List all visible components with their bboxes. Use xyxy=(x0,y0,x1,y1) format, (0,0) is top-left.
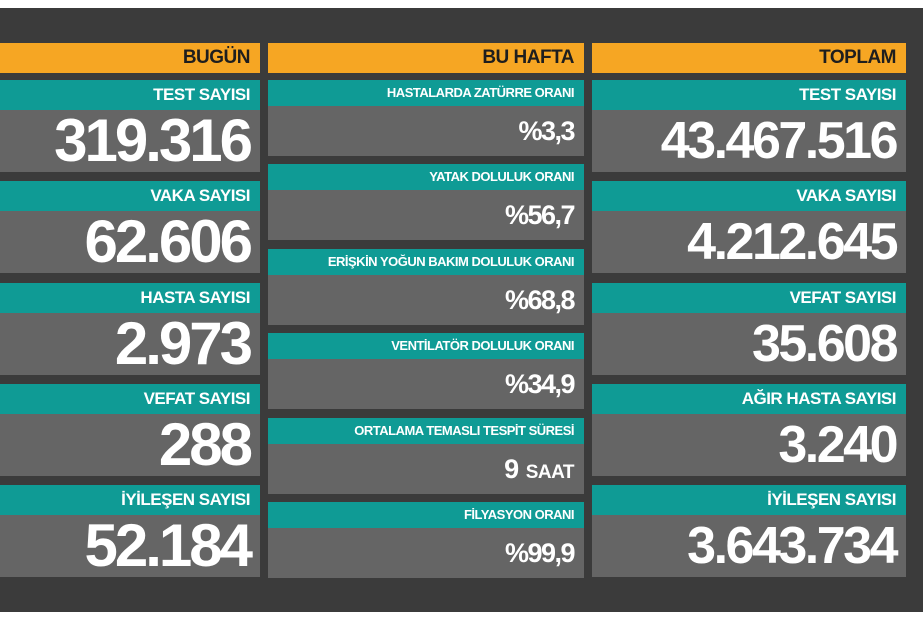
stat-number: 4.212.645 xyxy=(687,213,898,272)
dashboard: BUGÜN TEST SAYISI 319.316 VAKA SAYISI 62.606… xyxy=(0,8,923,612)
stat-label: FİLYASYON ORANI xyxy=(268,502,584,528)
stat-value: 319.316 xyxy=(0,110,260,172)
stat-label: VENTİLATÖR DOLULUK ORANI xyxy=(268,333,584,360)
stat-label: İYİLEŞEN SAYISI xyxy=(592,485,906,516)
stat-label: VAKA SAYISI xyxy=(592,181,906,212)
stat-value: 35.608 xyxy=(592,312,906,375)
stat-value: 62.606 xyxy=(0,208,260,276)
stat-value: 2.973 xyxy=(0,309,260,377)
stat-number: 9 xyxy=(504,453,519,484)
stat-label: TEST SAYISI xyxy=(592,80,906,110)
stat-label: ORTALAMA TEMASLI TESPİT SÜRESİ xyxy=(268,417,584,444)
stat-value: 52.184 xyxy=(0,512,260,580)
stat-label: ERİŞKİN YOĞUN BAKIM DOLULUK ORANI xyxy=(268,248,584,275)
stat-value: 9 SAAT xyxy=(268,443,584,494)
column-header: BU HAFTA xyxy=(268,43,584,73)
stat-value: %99,9 xyxy=(268,528,584,578)
stat-label: YATAK DOLULUK ORANI xyxy=(268,164,584,191)
stat-number: 3.643.734 xyxy=(687,517,898,576)
stat-label: TEST SAYISI xyxy=(0,80,260,110)
stat-value: %3,3 xyxy=(268,106,584,156)
stat-value: %68,8 xyxy=(268,274,584,325)
stat-number: 3.240 xyxy=(778,415,898,474)
stat-value: 4.212.645 xyxy=(592,211,906,274)
stat-number: %56,7 xyxy=(504,200,576,231)
stat-number: 62.606 xyxy=(84,208,253,276)
stat-label: VAKA SAYISI xyxy=(0,181,260,212)
stat-number: %68,8 xyxy=(504,284,576,315)
stat-number: 43.467.516 xyxy=(660,112,899,170)
stat-value: 288 xyxy=(0,410,260,478)
stat-number: 288 xyxy=(158,410,253,478)
stat-number: 35.608 xyxy=(751,314,899,373)
stat-number: 2.973 xyxy=(114,309,253,377)
stat-number: 52.184 xyxy=(84,512,253,580)
stat-label: HASTALARDA ZATÜRRE ORANI xyxy=(268,80,584,106)
stat-number: %34,9 xyxy=(504,369,576,400)
stat-label: VEFAT SAYISI xyxy=(0,383,260,414)
column-header: BUGÜN xyxy=(0,43,260,73)
stat-label: VEFAT SAYISI xyxy=(592,282,906,313)
stat-number: %3,3 xyxy=(518,116,575,146)
stat-value: %34,9 xyxy=(268,359,584,410)
stat-value: %56,7 xyxy=(268,190,584,241)
stat-unit: SAAT xyxy=(525,461,575,483)
stat-label: İYİLEŞEN SAYISI xyxy=(0,485,260,516)
stat-value: 43.467.516 xyxy=(592,110,906,172)
stat-number: 319.316 xyxy=(54,107,253,174)
stat-number: %99,9 xyxy=(504,538,576,568)
column-header: TOPLAM xyxy=(592,43,906,73)
stat-value: 3.643.734 xyxy=(592,515,906,578)
stat-value: 3.240 xyxy=(592,413,906,476)
stat-label: AĞIR HASTA SAYISI xyxy=(592,383,906,414)
stat-label: HASTA SAYISI xyxy=(0,282,260,313)
